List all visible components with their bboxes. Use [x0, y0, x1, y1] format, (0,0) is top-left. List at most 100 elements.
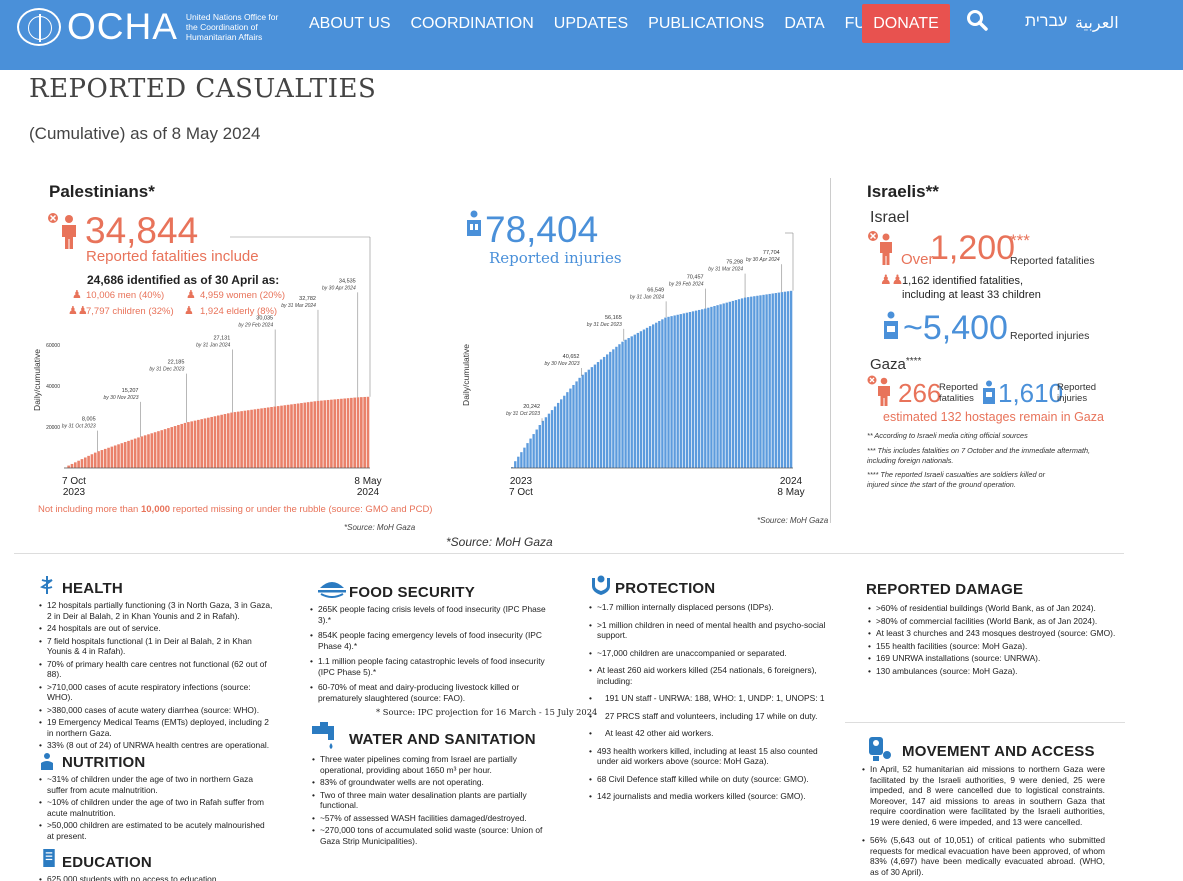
food-security-list: 265K people facing crisis levels of food… — [308, 604, 548, 708]
chart-bar — [100, 450, 104, 468]
movement-access-title: MOVEMENT AND ACCESS — [902, 743, 1095, 760]
annotation-value: 22,185 — [168, 360, 185, 366]
chart-bar — [83, 457, 87, 468]
x-start-label: 7 Oct — [509, 487, 533, 498]
chart-bar — [336, 399, 340, 468]
chart-bar — [575, 381, 578, 468]
chart-bar — [266, 407, 270, 468]
list-item: 27 PRCS staff and volunteers, including … — [587, 711, 830, 722]
chart-bar — [523, 447, 526, 468]
food-source: * Source: IPC projection for 16 March - … — [376, 707, 598, 717]
annotation-date: by 29 Feb 2024 — [669, 282, 704, 288]
water-sanitation-list: Three water pipelines coming from Israel… — [310, 754, 550, 848]
chart-bar — [655, 322, 658, 468]
health-icon — [39, 576, 53, 594]
list-item: >1 million children in need of mental he… — [587, 620, 830, 641]
list-item: 625,000 students with no access to educa… — [37, 874, 273, 881]
damage-divider — [845, 722, 1125, 723]
chart-bar — [697, 309, 701, 468]
gaza-injured-icon — [983, 380, 995, 404]
reported-damage-list: >60% of residential buildings (World Ban… — [866, 603, 1116, 678]
chart-bar — [661, 319, 664, 468]
annotation-date: by 31 Jan 2024 — [196, 342, 230, 348]
chart-bar — [157, 431, 160, 468]
chart-bar — [768, 293, 771, 468]
chart-bar — [117, 444, 120, 468]
palestinian-fatalities-count: 34,844 — [85, 210, 199, 251]
lang-arabic-link[interactable]: العربية — [1075, 15, 1119, 32]
list-item: 130 ambulances (source: MoH Gaza). — [866, 666, 1116, 677]
nav-coordination[interactable]: COORDINATION — [410, 15, 534, 32]
chart-bar — [203, 418, 207, 468]
ocha-logo[interactable]: OCHA United Nations Office for the Coord… — [17, 6, 286, 48]
chart-bar — [590, 367, 594, 468]
chart-bar — [326, 399, 330, 468]
chart-bar — [584, 372, 587, 468]
chart-bar — [602, 356, 606, 468]
chart-bar — [310, 401, 313, 468]
chart-bar — [756, 295, 759, 468]
list-item: 56% (5,643 out of 10,051) of critical pa… — [860, 835, 1105, 877]
gaza-injuries-count: 1,610 — [998, 378, 1064, 408]
logo-subtitle: United Nations Office for the Coordinati… — [185, 12, 279, 42]
chart-bar — [765, 294, 768, 468]
chart-bar — [103, 448, 107, 468]
nav-publications[interactable]: PUBLICATIONS — [648, 15, 765, 32]
chart-bar — [70, 463, 74, 468]
hostages-note: estimated 132 hostages remain in Gaza — [883, 410, 1104, 424]
search-icon[interactable] — [966, 9, 988, 31]
chart-bar — [200, 419, 203, 468]
chart-bar — [731, 300, 735, 468]
nav-about-us[interactable]: ABOUT US — [309, 15, 391, 32]
chart-bar — [93, 452, 97, 468]
food-security-title: FOOD SECURITY — [349, 584, 475, 601]
nav-updates[interactable]: UPDATES — [553, 15, 629, 32]
annotation-date: by 31 Oct 2023 — [506, 411, 540, 417]
list-item: ~57% of assessed WASH facilities damaged… — [310, 813, 550, 824]
chart-bar — [624, 339, 627, 468]
chart-bar — [163, 429, 167, 468]
chart-bar — [316, 400, 320, 468]
chart-bar — [759, 295, 762, 468]
chart-bar — [710, 306, 713, 468]
movement-access-list: In April, 52 humanitarian aid missions t… — [860, 764, 1105, 881]
chart-bar — [606, 354, 609, 468]
chart-bar — [107, 447, 110, 468]
gaza-injuries-label: Reported injuries — [1057, 382, 1097, 404]
identified-heading: 24,686 identified as of 30 April as: — [87, 273, 280, 287]
list-item: ~31% of children under the age of two in… — [37, 774, 273, 795]
men-stat: 10,006 men (40%) — [86, 290, 165, 301]
nutrition-icon — [41, 753, 53, 770]
chart-bar — [747, 297, 750, 468]
lang-hebrew-link[interactable]: עברית — [1025, 13, 1068, 30]
chart-bar — [556, 402, 560, 468]
palestinian-fatalities-label: Reported fatalities include — [86, 248, 259, 265]
chart-bar — [780, 292, 784, 468]
donate-button[interactable]: DONATE — [862, 4, 950, 43]
chart-bar — [263, 407, 267, 468]
protection-title: PROTECTION — [615, 580, 716, 597]
chart-bar — [541, 420, 545, 468]
main-nav: ABOUT US COORDINATION UPDATES PUBLICATIO… — [309, 14, 938, 34]
chart-bar — [150, 433, 154, 468]
chart-bar — [701, 309, 704, 468]
list-item: >80% of commercial facilities (World Ban… — [866, 616, 1116, 627]
list-item: 7 field hospitals functional (1 in Deir … — [37, 636, 273, 657]
annotation-value: 40,652 — [563, 354, 580, 360]
annotation-value: 30,035 — [256, 316, 273, 322]
annotation-value: 27,131 — [213, 335, 230, 341]
chart-bar — [581, 374, 584, 468]
chart-bar — [550, 410, 554, 468]
chart-bar — [300, 403, 303, 468]
chart-bar — [253, 409, 257, 468]
chart-bar — [67, 465, 70, 468]
chart-bar — [306, 402, 310, 468]
chart-bar — [246, 410, 250, 468]
chart-bar — [593, 364, 597, 468]
chart-bar — [713, 306, 716, 468]
chart-bar — [618, 344, 621, 468]
column-divider — [830, 178, 831, 523]
chart-bar — [688, 312, 692, 468]
nav-data[interactable]: DATA — [784, 15, 825, 32]
